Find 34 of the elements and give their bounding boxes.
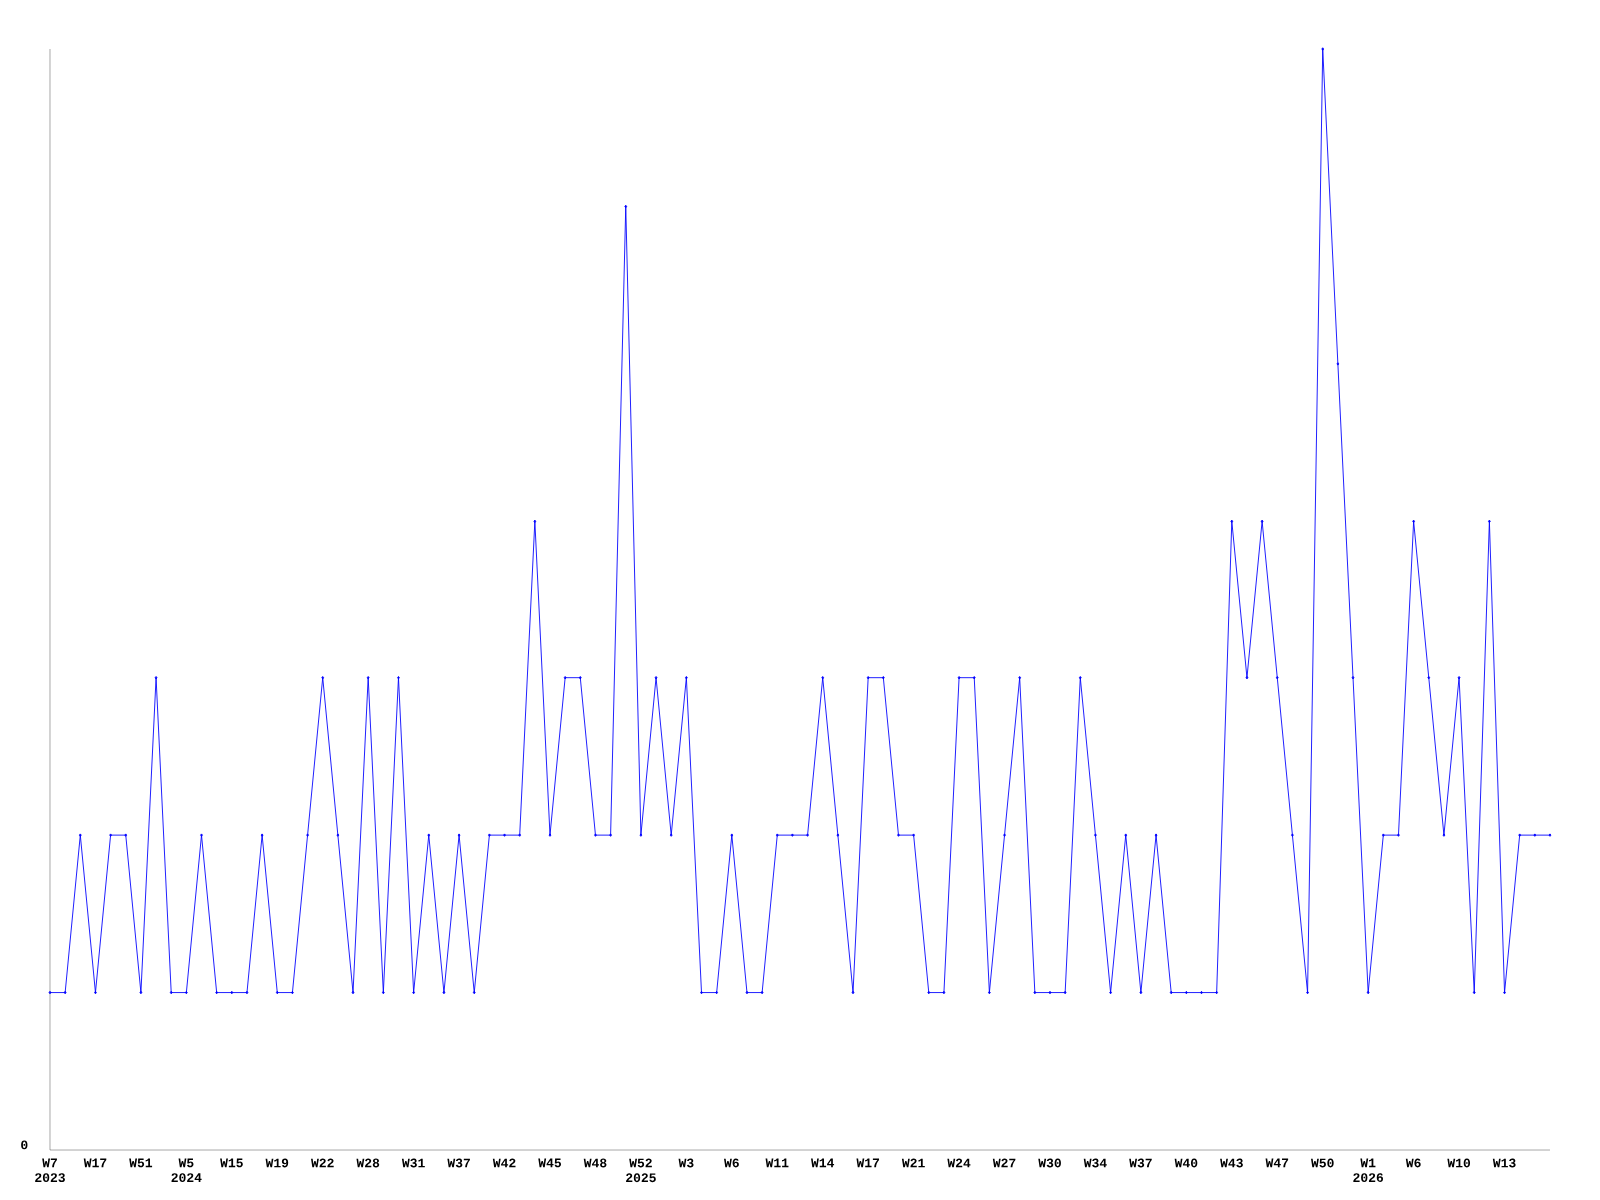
x-tick-label: W42 bbox=[492, 1158, 516, 1168]
x-tick-label: W15 bbox=[220, 1158, 243, 1168]
x-tick-label: W19 bbox=[265, 1158, 289, 1168]
x-tick-label: W5 2024 bbox=[171, 1158, 202, 1183]
x-tick-label: W14 bbox=[811, 1158, 835, 1168]
x-tick-label: W37 bbox=[1129, 1158, 1152, 1168]
x-tick-label: W31 bbox=[401, 1158, 425, 1168]
x-tick-label: W30 bbox=[1038, 1158, 1061, 1168]
x-tick-label: W10 bbox=[1447, 1158, 1471, 1168]
x-tick-label: W48 bbox=[583, 1158, 607, 1168]
x-tick-label: W52 2025 bbox=[626, 1158, 656, 1183]
x-tick-label: W43 bbox=[1220, 1158, 1243, 1168]
x-tick-label: W22 bbox=[311, 1158, 334, 1168]
x-tick-label: W37 bbox=[447, 1158, 470, 1168]
x-tick-label: W47 bbox=[1265, 1158, 1289, 1168]
x-tick-label: W45 bbox=[538, 1158, 562, 1168]
x-tick-label: W24 bbox=[947, 1158, 971, 1168]
x-tick-label: W3 bbox=[678, 1158, 694, 1168]
x-tick-label: W17 bbox=[856, 1158, 880, 1168]
x-tick-label: W7 2023 bbox=[35, 1158, 65, 1183]
text: 0 bbox=[21, 1140, 28, 1150]
x-tick-label: W50 bbox=[1311, 1158, 1334, 1168]
x-tick-label: W28 bbox=[356, 1158, 380, 1168]
x-tick-label: W21 bbox=[901, 1158, 925, 1168]
x-tick-label: W17 bbox=[83, 1158, 107, 1168]
x-tick-label: W13 bbox=[1492, 1158, 1516, 1168]
x-tick-label: W40 bbox=[1174, 1158, 1198, 1168]
x-tick-label: W34 bbox=[1083, 1158, 1107, 1168]
x-tick-label: W6 bbox=[724, 1158, 739, 1168]
x-tick-label: W27 bbox=[992, 1158, 1016, 1168]
x-tick-label: W1 2026 bbox=[1353, 1158, 1384, 1183]
x-tick-label: W11 bbox=[765, 1158, 789, 1168]
x-tick-label: W6 bbox=[1405, 1158, 1421, 1168]
x-tick-label: W51 bbox=[129, 1158, 153, 1168]
